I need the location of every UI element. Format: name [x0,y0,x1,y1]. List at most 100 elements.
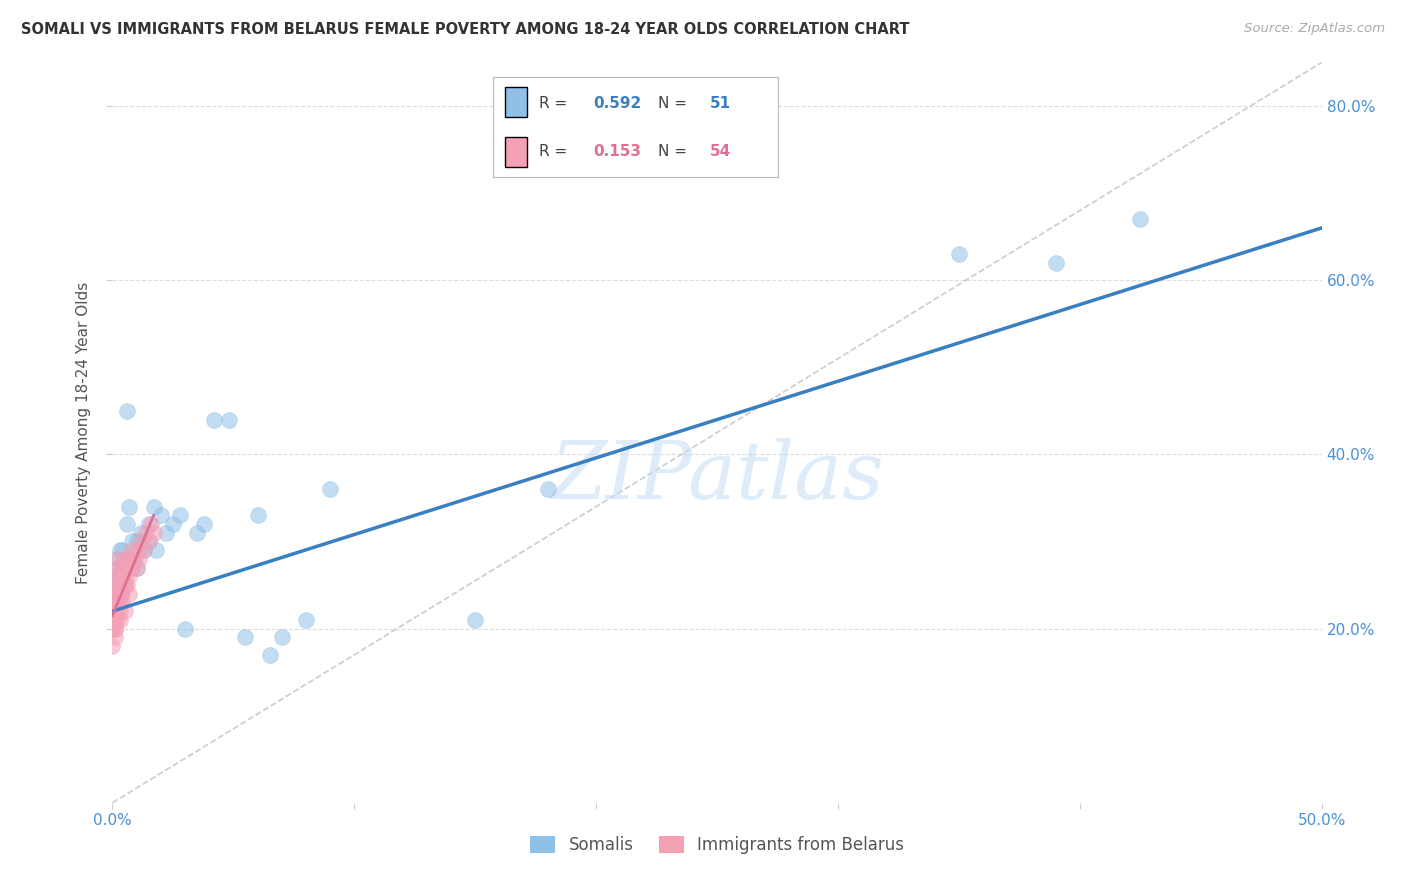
Point [125,543,148,558]
Point [118,552,141,566]
Point [108,604,131,618]
Point [121,534,143,549]
Point [105,569,128,583]
Point [121,560,143,574]
Point [235,630,257,644]
Point [122,552,145,566]
Point [118,587,141,601]
Point [174,622,197,636]
Point [105,604,128,618]
Point [162,517,184,532]
Point [108,587,131,601]
Point [537,482,560,496]
Point [108,613,131,627]
Point [118,569,141,583]
Point [319,482,342,496]
Point [108,578,131,592]
Point [108,578,131,592]
Point [108,543,131,558]
Point [948,247,970,261]
Point [270,630,292,644]
Point [155,525,177,540]
Point [114,604,136,618]
Point [121,543,143,558]
Point [101,639,124,653]
Point [108,569,131,583]
Point [115,552,138,566]
Point [128,543,150,558]
Point [105,595,128,609]
Point [104,604,127,618]
Point [111,543,134,558]
Point [104,604,127,618]
Point [111,560,134,574]
Point [114,578,136,592]
Point [193,517,215,532]
Point [218,412,240,426]
Point [118,560,141,574]
Point [105,578,128,592]
Point [114,578,136,592]
Point [138,534,160,549]
Point [122,552,145,566]
Point [141,517,163,532]
Point [105,552,128,566]
Point [115,404,138,418]
Point [104,569,127,583]
Point [111,595,134,609]
Point [138,517,160,532]
Point [121,560,143,574]
Point [105,587,128,601]
Point [132,543,155,558]
Point [186,525,208,540]
Point [114,560,136,574]
Text: SOMALI VS IMMIGRANTS FROM BELARUS FEMALE POVERTY AMONG 18-24 YEAR OLDS CORRELATI: SOMALI VS IMMIGRANTS FROM BELARUS FEMALE… [21,22,910,37]
Point [108,587,131,601]
Point [105,595,128,609]
Point [125,560,148,574]
Point [111,578,134,592]
Point [118,500,141,514]
Point [128,552,150,566]
Point [145,543,167,558]
Point [142,525,165,540]
Point [202,412,225,426]
Point [135,525,157,540]
Point [464,613,486,627]
Point [125,560,148,574]
Point [111,569,134,583]
Point [1129,212,1152,227]
Legend: Somalis, Immigrants from Belarus: Somalis, Immigrants from Belarus [523,830,911,861]
Point [105,613,128,627]
Point [114,552,136,566]
Point [105,552,128,566]
Point [101,595,124,609]
Point [142,500,165,514]
Point [295,613,318,627]
Point [105,560,128,574]
Point [101,604,124,618]
Point [101,622,124,636]
Point [114,569,136,583]
Point [111,560,134,574]
Point [1045,256,1067,270]
Y-axis label: Female Poverty Among 18-24 Year Olds: Female Poverty Among 18-24 Year Olds [76,282,91,583]
Point [108,595,131,609]
Text: Source: ZipAtlas.com: Source: ZipAtlas.com [1244,22,1385,36]
Point [115,578,138,592]
Point [149,508,172,523]
Point [259,648,281,662]
Point [115,560,138,574]
Point [101,613,124,627]
Point [104,630,127,644]
Point [108,569,131,583]
Point [132,543,155,558]
Point [169,508,191,523]
Point [114,552,136,566]
Point [104,622,127,636]
Point [131,525,153,540]
Point [138,534,160,549]
Point [104,587,127,601]
Point [104,622,127,636]
Point [104,595,127,609]
